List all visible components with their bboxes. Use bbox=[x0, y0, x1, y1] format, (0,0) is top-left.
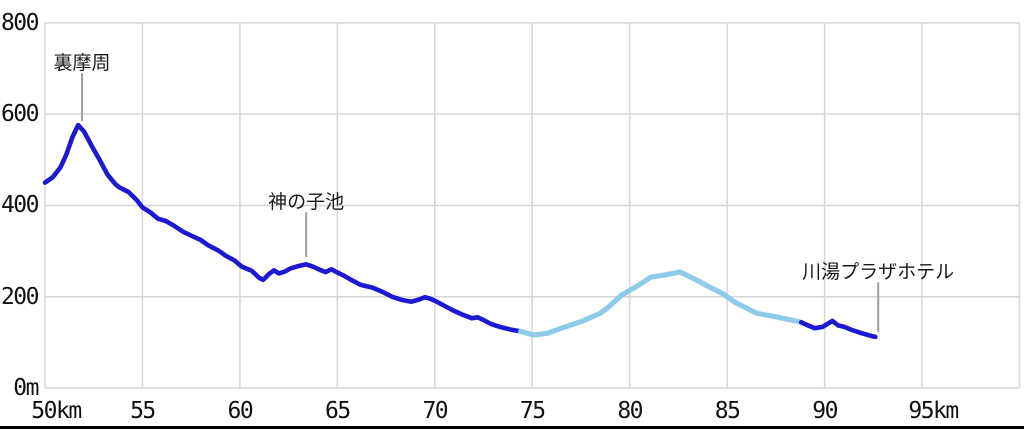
image-bottom-border bbox=[0, 426, 1024, 429]
y-tick-label: 600 bbox=[0, 101, 40, 128]
x-tick-label: 65 bbox=[324, 398, 351, 424]
x-tick-label: 75 bbox=[519, 398, 546, 424]
annotation-kawayu-plaza-hotel-text: 川湯プラザホテル bbox=[802, 261, 955, 284]
y-tick-label: 800 bbox=[0, 9, 40, 36]
x-tick-label: 85 bbox=[714, 398, 741, 424]
elevation-line-planned-route-segment bbox=[518, 269, 804, 338]
annotation-kawayu-plaza-hotel-label: 川湯プラザホテル bbox=[802, 257, 954, 284]
x-tick-label: 50km bbox=[31, 398, 82, 424]
y-tick-label: 400 bbox=[0, 192, 40, 219]
annotation-kaminoko-pond-text: 神の子池 bbox=[268, 191, 345, 214]
x-tick-label: 80 bbox=[617, 398, 643, 424]
annotation-ura-mashu-text: 裏摩周 bbox=[53, 52, 111, 75]
x-tick-label: 60 bbox=[227, 398, 254, 424]
x-tick-label: 55 bbox=[130, 398, 156, 424]
x-tick-label: 90 bbox=[812, 398, 838, 424]
annotation-ura-mashu-label: 裏摩周 bbox=[54, 48, 111, 75]
y-tick-label: 200 bbox=[0, 283, 40, 310]
annotation-kaminoko-pond-label: 神の子池 bbox=[268, 187, 344, 214]
elevation-line-recorded-track-segment-1 bbox=[42, 122, 523, 334]
elevation-line-recorded-track-segment-2 bbox=[798, 318, 878, 340]
x-tick-label: 95km bbox=[908, 398, 959, 424]
x-tick-label: 70 bbox=[422, 398, 448, 424]
y-tick-label: 0m bbox=[13, 375, 39, 401]
